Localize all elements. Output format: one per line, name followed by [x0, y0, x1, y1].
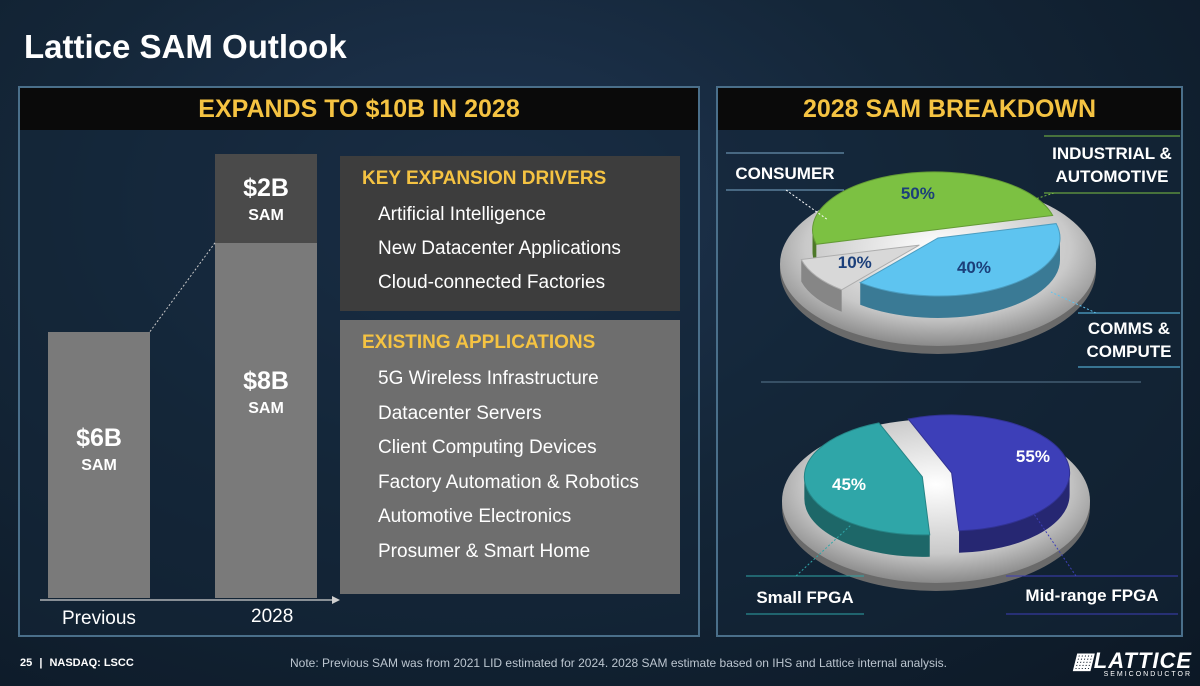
sam-breakdown-header: 2028 SAM BREAKDOWN — [718, 88, 1181, 130]
leader-line — [1050, 291, 1097, 314]
bar-previous-label: $6B SAM — [48, 424, 150, 475]
bar-2028-expansion — [215, 154, 317, 243]
logo-sub: SEMICONDUCTOR — [1103, 671, 1193, 678]
pie-slice — [800, 244, 920, 291]
pie-slice — [859, 223, 1061, 297]
pie-charts: 50% 40% 10% 55% 45% — [726, 135, 1180, 615]
bar-2028-base-sublabel: SAM — [248, 399, 284, 417]
footer-note: Note: Previous SAM was from 2021 LID est… — [290, 656, 948, 670]
leader-line — [785, 189, 829, 221]
list-item: Cloud-connected Factories — [378, 272, 606, 293]
pie-slice — [812, 171, 1054, 245]
pie-slice-label: 40% — [957, 258, 991, 277]
x-tick-2028: 2028 — [251, 606, 294, 627]
list-item: Factory Automation & Robotics — [378, 471, 639, 493]
pie-slice — [907, 414, 1071, 532]
x-axis-arrow — [332, 596, 340, 604]
key-expansion-drivers-box: KEY EXPANSION DRIVERS Artificial Intelli… — [340, 156, 680, 311]
page-title: Lattice SAM Outlook — [24, 28, 347, 65]
pie-slice-side — [804, 476, 930, 557]
pie-slice-side — [860, 238, 1060, 318]
bar-2028-expansion-label: $2B SAM — [215, 174, 317, 225]
callout-industrial-automotive: INDUSTRIAL & AUTOMOTIVE — [1052, 144, 1172, 186]
bar-2028-base — [215, 242, 317, 598]
pie-slice-side — [812, 229, 817, 267]
list-item: 5G Wireless Infrastructure — [378, 368, 599, 389]
pie-slice-label: 45% — [832, 475, 866, 494]
existing-heading: EXISTING APPLICATIONS — [362, 332, 596, 353]
bar-2028-base-label: $8B SAM — [215, 367, 317, 418]
footer-page-info: 25 | NASDAQ: LSCC — [20, 657, 134, 669]
bar-2028-expansion-sublabel: SAM — [248, 207, 284, 224]
x-tick-previous: Previous — [62, 608, 136, 629]
bar-previous — [48, 331, 150, 598]
footer-separator: | — [39, 657, 43, 669]
leader-line — [1033, 513, 1077, 577]
existing-applications-box: EXISTING APPLICATIONS 5G Wireless Infras… — [340, 320, 680, 594]
callout-mid-range-fpga: Mid-range FPGA — [1025, 586, 1159, 605]
bar-previous-sublabel: SAM — [81, 456, 117, 474]
pie-slice-label: 55% — [1016, 447, 1050, 466]
callout-consumer: CONSUMER — [735, 164, 835, 183]
callout-comms-compute: COMMS & COMPUTE — [1086, 319, 1172, 361]
pie-slice-label: 50% — [901, 184, 935, 203]
drivers-heading: KEY EXPANSION DRIVERS — [362, 168, 607, 189]
list-item: Client Computing Devices — [378, 437, 597, 458]
pie-sam-breakdown: 50% 40% 10% — [780, 171, 1096, 354]
list-item: Automotive Electronics — [378, 506, 572, 527]
bar-chart-decor — [40, 242, 340, 604]
leader-line — [795, 524, 852, 577]
bar-2028-base-value: $8B — [243, 366, 289, 395]
list-item: Datacenter Servers — [378, 402, 542, 424]
page-number: 25 — [20, 657, 33, 669]
bar-connector-line — [149, 242, 216, 332]
pie-slice-label: 10% — [838, 253, 872, 272]
callout-small-fpga: Small FPGA — [756, 588, 854, 607]
list-item: Artificial Intelligence — [378, 204, 546, 225]
logo-word: LATTICE — [1093, 648, 1193, 673]
list-item: Prosumer & Smart Home — [378, 540, 591, 562]
lattice-logo: ▦LATTICE SEMICONDUCTOR — [1072, 648, 1192, 678]
bar-previous-value: $6B — [76, 423, 122, 452]
ticker: NASDAQ: LSCC — [49, 657, 134, 669]
leader-line — [1000, 192, 1055, 211]
sam-growth-header: EXPANDS TO $10B IN 2028 — [20, 88, 698, 130]
bar-2028-expansion-value: $2B — [243, 174, 289, 202]
logo-grid-icon: ▦ — [1072, 648, 1094, 673]
list-item: New Datacenter Applications — [378, 238, 621, 259]
pie-slice — [803, 422, 931, 536]
pie-fpga-breakdown: 55% 45% — [782, 414, 1090, 591]
pie-slice-side — [959, 472, 1070, 553]
